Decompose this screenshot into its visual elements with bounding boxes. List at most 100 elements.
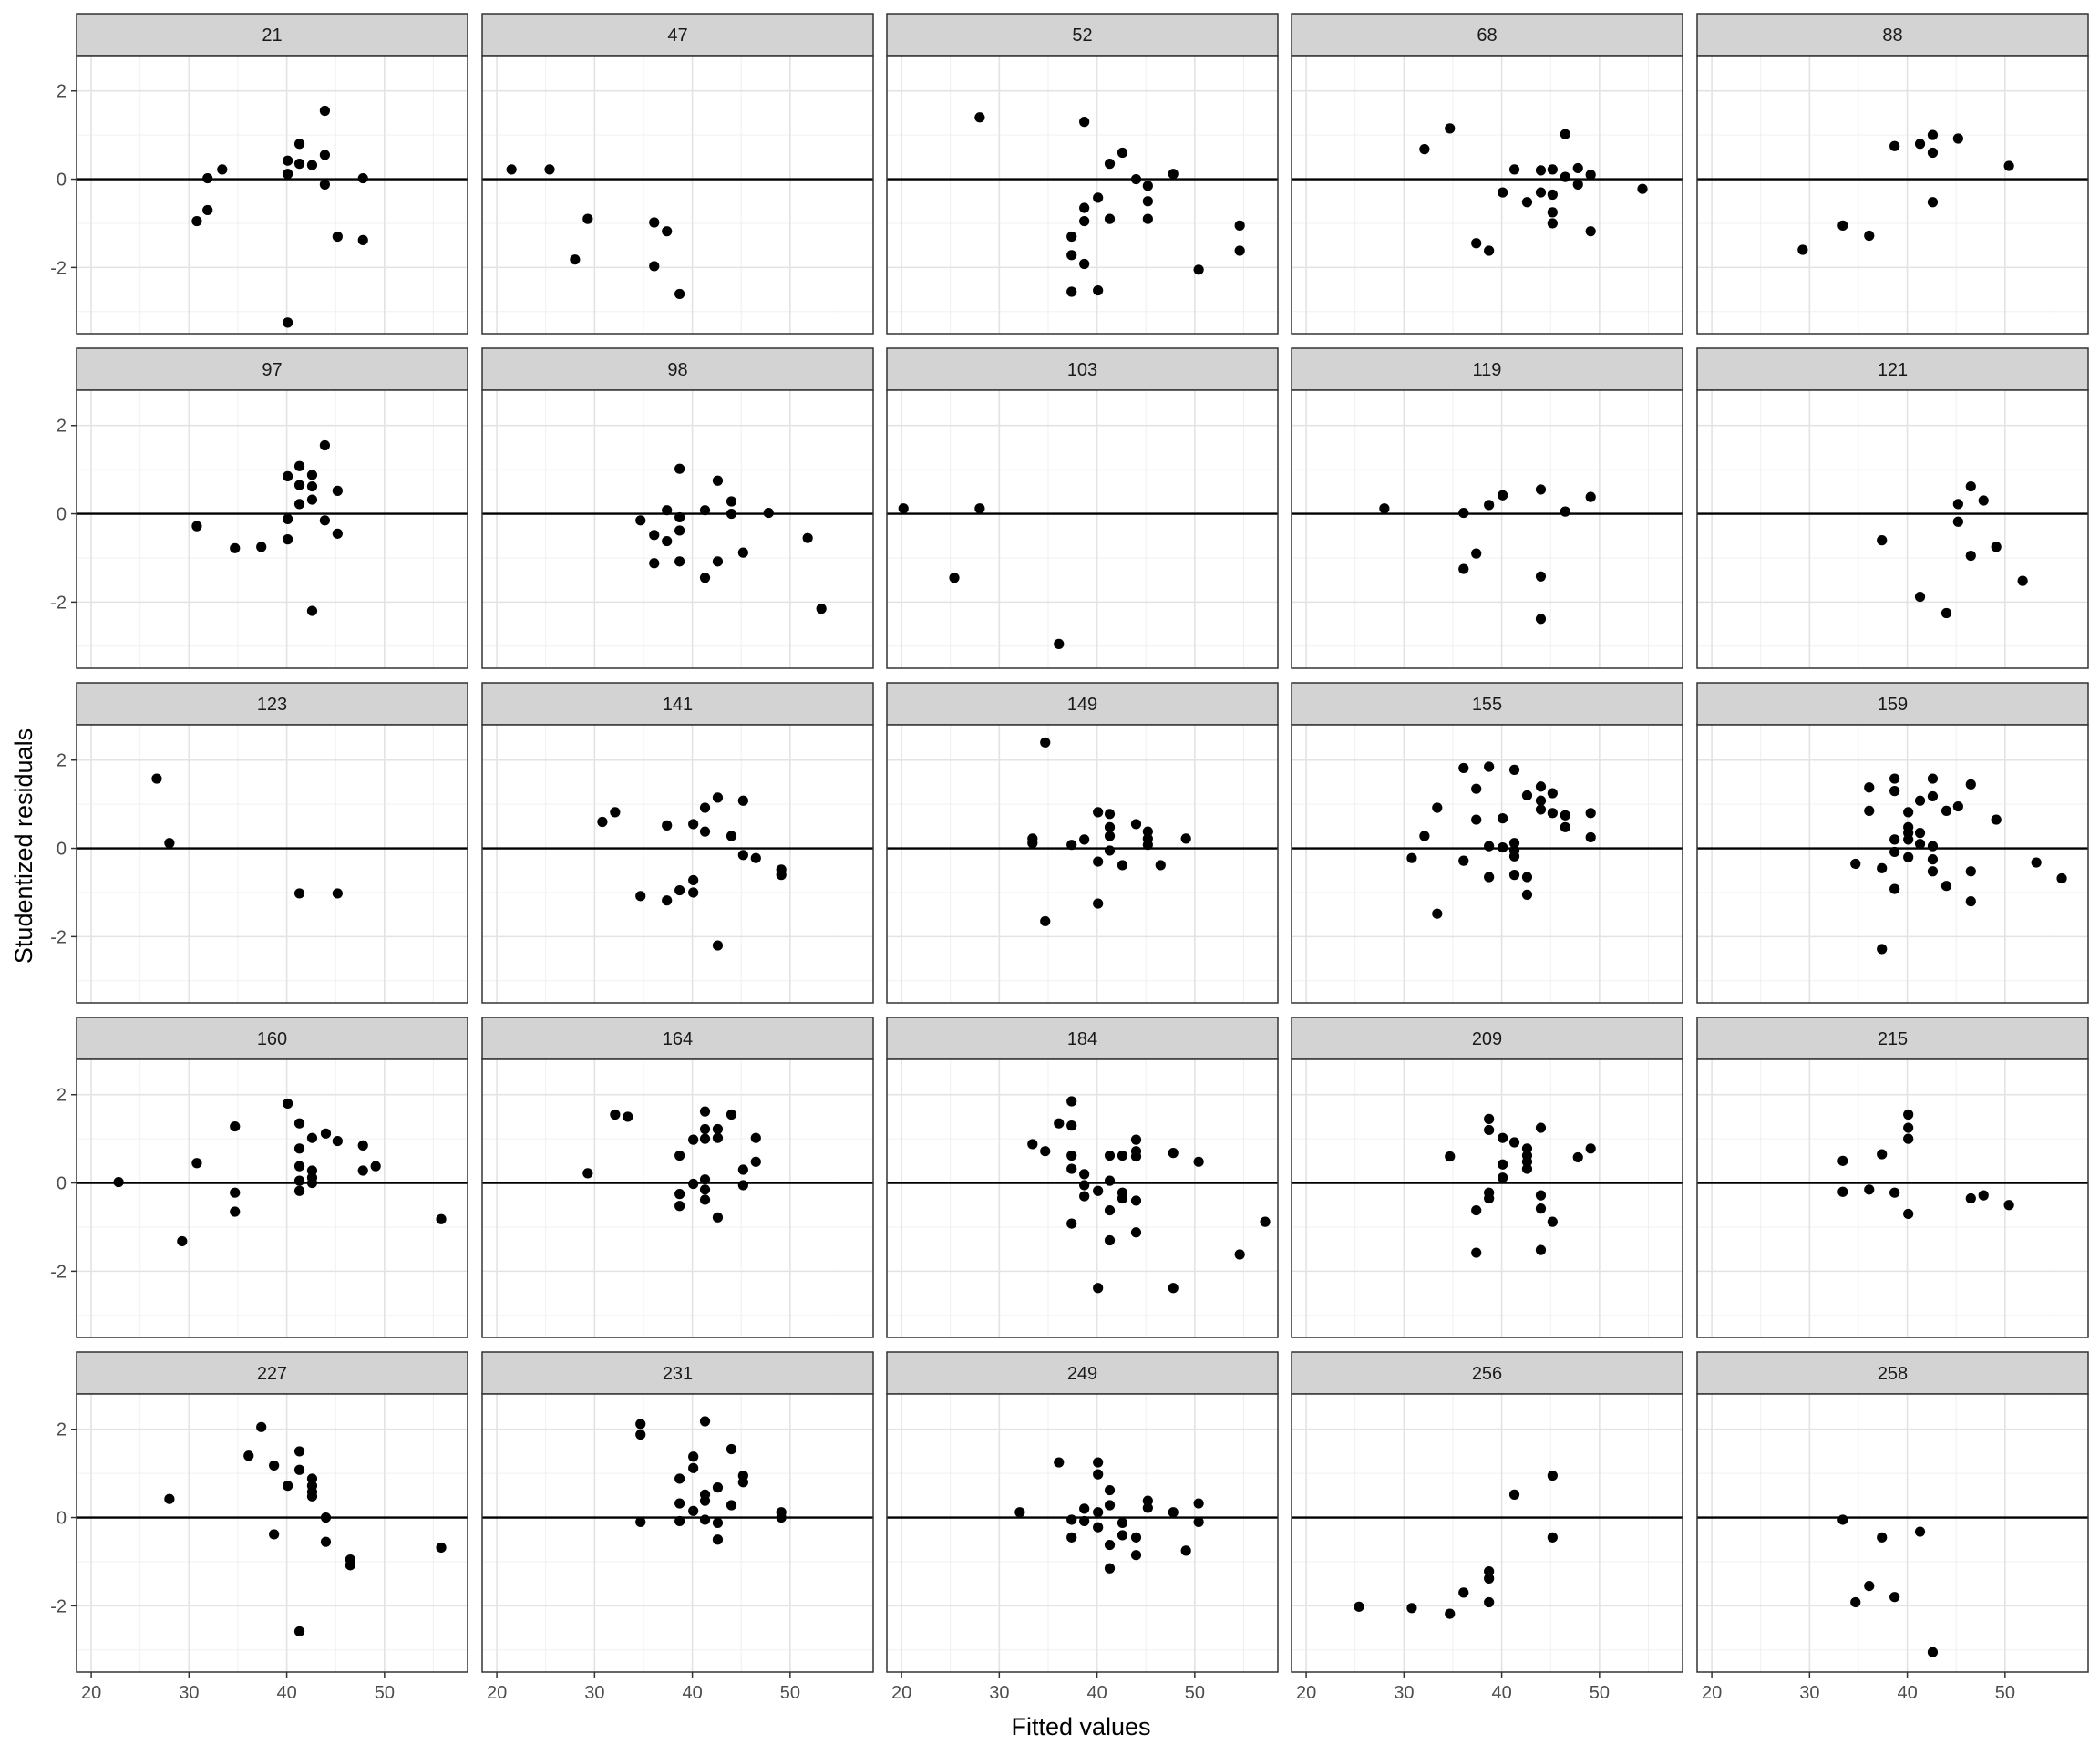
panel-border (1696, 724, 2089, 1004)
data-point (1547, 1216, 1558, 1227)
data-point (1965, 779, 1976, 790)
data-point (1498, 813, 1508, 824)
data-point (712, 1482, 724, 1493)
data-point (177, 1235, 188, 1247)
data-point (1458, 507, 1469, 519)
data-point (674, 884, 685, 896)
data-point (1445, 1151, 1456, 1162)
data-point (306, 605, 318, 616)
data-point (293, 1185, 305, 1196)
data-point (1193, 1498, 1204, 1509)
data-point (293, 1118, 305, 1129)
data-point (1521, 197, 1533, 208)
data-point (1104, 1500, 1116, 1511)
data-point (699, 1123, 711, 1135)
panel-border (481, 1058, 874, 1338)
data-point (1040, 737, 1051, 748)
data-point (1079, 1503, 1090, 1514)
facet-strip-label: 123 (257, 695, 287, 715)
data-point (1838, 1186, 1848, 1197)
panel-border (1291, 55, 1683, 335)
y-axis-title: Studentized residuals (10, 728, 37, 964)
data-point (1168, 1283, 1179, 1294)
data-point (293, 1464, 305, 1475)
facet-strip (886, 682, 1279, 726)
data-point (1193, 264, 1204, 275)
data-point (1889, 773, 1900, 784)
data-point (635, 1419, 646, 1430)
facet-strip (1696, 347, 2089, 391)
data-point (1864, 805, 1875, 817)
data-point (1978, 495, 1989, 506)
panel-border (1696, 55, 2089, 335)
data-point (1104, 845, 1116, 856)
data-point (1117, 1530, 1128, 1541)
data-point (1903, 1208, 1914, 1220)
data-point (2056, 872, 2067, 884)
data-point (293, 139, 305, 150)
data-point (699, 802, 711, 813)
data-point (1508, 870, 1520, 881)
data-point (1093, 898, 1104, 909)
facet-strip (481, 347, 874, 391)
data-point (191, 215, 202, 227)
data-point (737, 1164, 748, 1175)
data-point (1458, 563, 1469, 574)
data-point (293, 888, 305, 899)
x-tick-label: 30 (179, 1683, 199, 1703)
facet-panel-258: 258 20 30 40 50 (1696, 1351, 2089, 1703)
data-point (1535, 614, 1547, 625)
data-point (1130, 1134, 1142, 1145)
data-point (688, 1505, 699, 1516)
data-point (269, 1460, 280, 1471)
data-point (649, 261, 660, 272)
panel-border (76, 389, 468, 669)
data-point (1889, 140, 1900, 151)
data-point (544, 164, 555, 175)
facet-strip-label: 160 (257, 1029, 287, 1049)
data-point (293, 159, 305, 170)
facet-strip-label: 227 (257, 1364, 287, 1384)
data-point (243, 1450, 254, 1461)
data-point (1445, 123, 1456, 134)
data-point (320, 1536, 332, 1547)
data-point (1585, 1143, 1596, 1154)
data-point (1079, 1191, 1090, 1202)
data-point (1547, 218, 1558, 229)
data-point (1952, 516, 1963, 527)
y-tick-label: 0 (57, 170, 67, 191)
data-point (1572, 1151, 1583, 1163)
facet-panel-159: 159 (1696, 682, 2089, 1004)
data-point (1079, 1515, 1090, 1527)
data-point (1572, 162, 1583, 174)
facet-strip (481, 682, 874, 726)
data-point (1864, 782, 1875, 793)
data-point (345, 1560, 355, 1571)
data-point (1419, 831, 1430, 841)
data-point (974, 503, 985, 514)
data-point (283, 470, 293, 482)
data-point (1535, 795, 1547, 806)
data-point (1903, 1109, 1914, 1120)
x-tick-label: 30 (584, 1683, 604, 1703)
x-tick-label: 50 (375, 1683, 395, 1703)
data-point (319, 179, 331, 190)
data-point (1155, 860, 1166, 871)
facet-strip-label: 159 (1878, 695, 1908, 715)
data-point (1117, 1192, 1128, 1204)
data-point (1952, 499, 1963, 510)
facet-panel-47: 47 (481, 13, 874, 335)
data-point (1234, 245, 1245, 256)
data-point (1585, 170, 1596, 181)
data-point (1142, 1495, 1153, 1506)
data-point (1927, 790, 1939, 802)
data-point (737, 1477, 748, 1488)
data-point (1838, 1155, 1848, 1166)
facet-panel-98: 98 (481, 347, 874, 669)
data-point (635, 1429, 646, 1440)
data-point (269, 1529, 280, 1540)
data-point (1066, 231, 1077, 243)
data-point (1585, 831, 1596, 843)
data-point (1877, 535, 1888, 546)
facet-strip-label: 97 (262, 360, 282, 380)
